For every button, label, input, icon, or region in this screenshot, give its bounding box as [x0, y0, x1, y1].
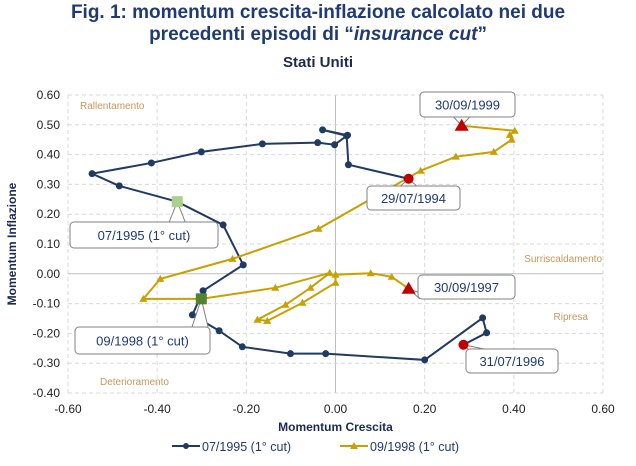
chart-title-line-1: Fig. 1: momentum crescita-inflazione cal… [70, 2, 566, 23]
data-point [228, 254, 237, 262]
callout-label: 30/09/1999 [435, 98, 500, 113]
data-point [483, 329, 491, 337]
data-point [147, 159, 155, 167]
callout-box [465, 348, 559, 374]
data-point [505, 130, 514, 138]
callout-box [69, 221, 219, 249]
callout-label: 30/09/1997 [434, 280, 499, 295]
data-point [366, 269, 375, 277]
data-point [331, 278, 340, 286]
y-tick-label: 0.50 [37, 118, 61, 132]
y-tick-label: 0.00 [37, 267, 61, 281]
highlight-square-marker [195, 293, 207, 305]
data-point [215, 327, 223, 335]
title-prefix: precedenti episodi di “ [149, 24, 354, 45]
callout-label: 09/1998 (1° cut) [96, 334, 189, 349]
quadrant-label: Deterioramento [100, 377, 169, 388]
y-tick-label: 0.60 [37, 88, 61, 102]
data-point [199, 287, 207, 295]
data-point [239, 261, 247, 269]
callout-box [74, 326, 211, 355]
title-suffix: ” [477, 24, 487, 45]
quadrant-label: Rallentamento [80, 101, 145, 112]
data-point [258, 140, 266, 148]
data-point [253, 315, 262, 323]
y-tick-label: 0.20 [37, 207, 61, 221]
chart-title-line-2: precedenti episodi di “insurance cut” [0, 24, 636, 46]
data-point [306, 283, 315, 291]
data-point [510, 126, 519, 134]
data-point [479, 314, 487, 322]
data-point [416, 166, 425, 174]
data-point [325, 268, 334, 276]
legend-label: 07/1995 (1° cut) [202, 440, 291, 454]
quadrant-label: Ripresa [554, 312, 589, 323]
title-italic: insurance cut [353, 24, 478, 45]
data-point [115, 182, 123, 190]
y-tick-label: 0.10 [37, 237, 61, 251]
data-point [387, 272, 396, 280]
data-point [314, 224, 323, 232]
y-tick-label: -0.20 [33, 326, 61, 340]
data-point [331, 141, 339, 149]
data-point [344, 131, 352, 139]
chart-subtitle: Stati Uniti [283, 54, 353, 71]
y-tick-label: -0.30 [33, 356, 61, 370]
data-point [421, 356, 429, 364]
legend-triangle-icon [350, 442, 358, 449]
data-point [88, 170, 96, 178]
y-tick-label: 0.40 [37, 148, 61, 162]
callout-box [419, 91, 516, 118]
data-point [344, 161, 352, 169]
data-point [286, 350, 294, 358]
highlight-triangle-marker [454, 118, 469, 131]
data-point [507, 135, 516, 143]
data-point [331, 270, 340, 278]
data-point [197, 148, 205, 156]
x-tick-label: -0.20 [233, 402, 261, 416]
data-point [451, 152, 460, 160]
data-point [188, 311, 196, 319]
data-point [139, 294, 148, 302]
callout-box [366, 185, 461, 211]
x-tick-label: 0.20 [413, 402, 437, 416]
highlight-square-marker [171, 196, 183, 208]
callout-box [417, 274, 516, 300]
data-point [238, 343, 246, 351]
x-tick-label: 0.00 [324, 402, 348, 416]
x-tick-label: -0.40 [143, 402, 171, 416]
x-tick-label: 0.60 [591, 402, 615, 416]
data-point [219, 221, 227, 229]
highlight-circle-marker [458, 339, 469, 350]
data-point [322, 350, 330, 358]
highlight-circle-marker [403, 173, 414, 184]
data-point [271, 283, 280, 291]
x-tick-label: 0.40 [502, 402, 526, 416]
y-tick-label: -0.10 [33, 297, 61, 311]
y-tick-label: -0.40 [33, 386, 61, 400]
data-point [281, 300, 290, 308]
data-point [156, 274, 165, 282]
data-point [263, 316, 272, 324]
callout-label: 29/07/1994 [381, 191, 446, 206]
data-point [298, 298, 307, 306]
x-axis-title: Momentum Crescita [278, 420, 393, 434]
data-point [319, 126, 327, 134]
quadrant-label: Surriscaldamento [524, 254, 602, 265]
callout-label: 07/1995 (1° cut) [98, 228, 191, 243]
legend-circle-icon [183, 443, 189, 449]
highlight-triangle-marker [401, 281, 416, 294]
y-tick-label: 0.30 [37, 177, 61, 191]
x-tick-label: -0.60 [54, 402, 82, 416]
y-axis-title: Momentum Inflazione [5, 182, 19, 305]
data-point [489, 147, 498, 155]
legend-label: 09/1998 (1° cut) [370, 440, 459, 454]
callout-label: 31/07/1996 [479, 354, 544, 369]
data-point [314, 139, 322, 147]
